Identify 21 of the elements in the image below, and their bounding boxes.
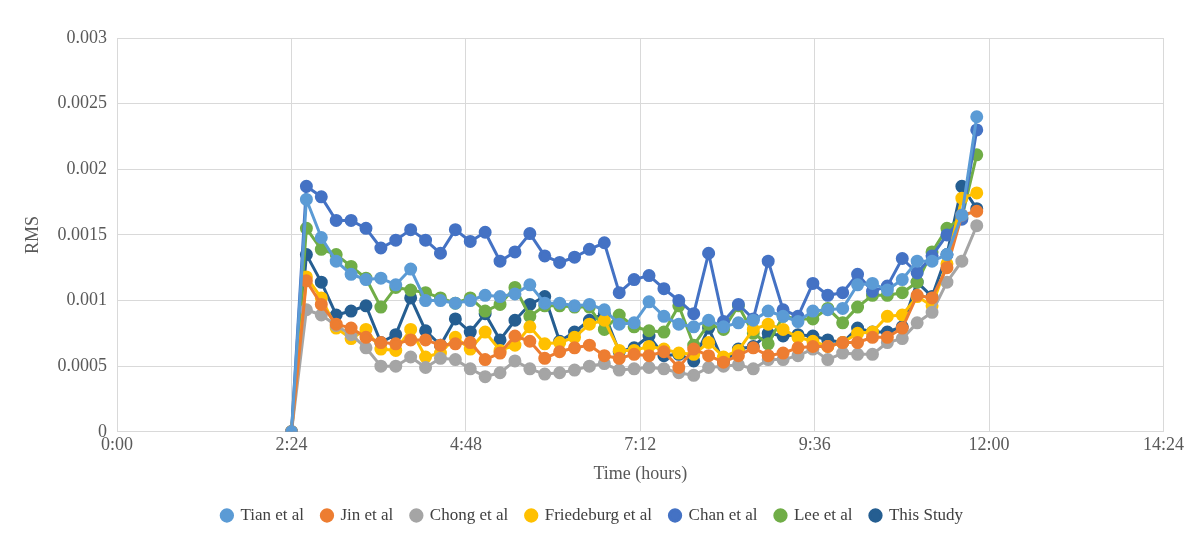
legend-label: Tian et al xyxy=(240,504,305,524)
x-tick-label: 2:24 xyxy=(275,434,308,455)
y-axis-title: RMS xyxy=(21,215,42,254)
y-tick-label: 0.001 xyxy=(66,289,108,310)
legend-label: Friedeburg et al xyxy=(544,504,653,524)
y-tick-label: 0.003 xyxy=(66,26,108,47)
x-tick-label: 4:48 xyxy=(449,434,482,455)
legend-label: Lee et al xyxy=(793,504,853,524)
legend-label: This Study xyxy=(888,504,964,524)
y-tick-label: 0.002 xyxy=(66,158,108,178)
legend-label: Jin et al xyxy=(340,504,394,524)
x-axis-title: Time (hours) xyxy=(593,462,688,484)
legend-label: Chan et al xyxy=(688,504,758,524)
legend-label: Chong et al xyxy=(429,504,509,524)
x-tick-label: 9:36 xyxy=(798,434,831,455)
y-tick-label: 0.0005 xyxy=(57,354,108,375)
x-tick-label: 14:24 xyxy=(1142,434,1185,455)
y-tick-label: 0.0015 xyxy=(57,223,108,244)
x-tick-label: 12:00 xyxy=(968,434,1010,455)
y-tick-label: 0.0025 xyxy=(57,92,108,113)
x-tick-label: 7:12 xyxy=(624,434,657,455)
